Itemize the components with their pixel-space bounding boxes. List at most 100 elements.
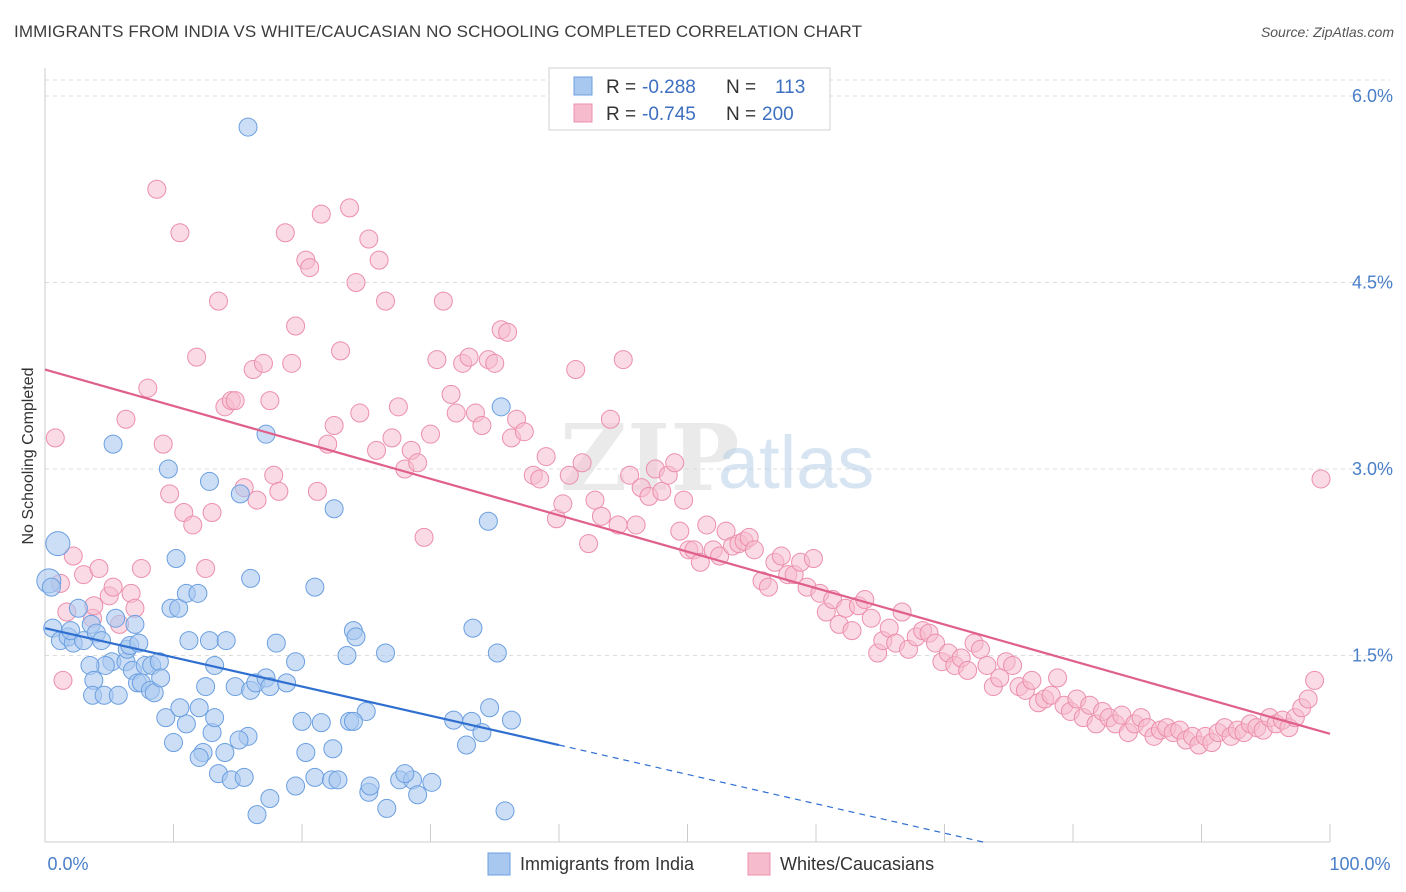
data-point-whites — [613, 350, 633, 370]
data-point-india — [170, 698, 190, 718]
bottom-legend-label-1: Immigrants from India — [520, 854, 695, 874]
data-point-whites — [459, 347, 479, 367]
data-point-india — [487, 643, 507, 663]
data-point-india — [360, 776, 380, 796]
data-point-india — [323, 739, 343, 759]
legend-n-value-1: 113 — [775, 77, 805, 98]
trend-line-whites — [44, 368, 1331, 735]
legend-r-label-1: R = — [606, 77, 636, 98]
data-point-whites — [170, 223, 190, 243]
data-point-whites — [1003, 655, 1023, 675]
data-point-india — [106, 608, 126, 628]
data-point-whites — [990, 668, 1010, 688]
data-point-india — [238, 117, 258, 137]
data-point-whites — [311, 204, 331, 224]
data-point-whites — [307, 481, 327, 501]
data-point-india — [422, 772, 442, 792]
data-point-whites — [369, 250, 389, 270]
data-point-whites — [116, 409, 136, 429]
bottom-legend-swatch-pink — [747, 852, 771, 876]
data-point-whites — [498, 322, 518, 342]
data-point-whites — [697, 515, 717, 535]
data-point-whites — [674, 490, 694, 510]
data-point-whites — [626, 515, 646, 535]
trend-line-india — [44, 627, 560, 747]
data-point-india — [346, 627, 366, 647]
data-point-whites — [579, 534, 599, 554]
data-point-india — [456, 735, 476, 755]
data-point-india — [286, 652, 306, 672]
data-point-india — [230, 484, 250, 504]
data-point-whites — [153, 434, 173, 454]
data-point-india — [156, 708, 176, 728]
data-point-whites — [585, 490, 605, 510]
data-point-whites — [427, 350, 447, 370]
data-point-whites — [485, 353, 505, 373]
data-point-india — [41, 577, 61, 597]
data-point-whites — [559, 465, 579, 485]
data-point-india — [311, 713, 331, 733]
legend: R = -0.288 N = 113 R = -0.745 N = 200 — [548, 67, 831, 131]
data-point-whites — [382, 428, 402, 448]
data-point-whites — [1311, 469, 1331, 489]
data-point-whites — [359, 229, 379, 249]
data-point-whites — [376, 291, 396, 311]
data-point-india — [408, 785, 428, 805]
data-point-india — [286, 776, 306, 796]
data-point-whites — [408, 453, 428, 473]
data-point-whites — [350, 403, 370, 423]
data-point-whites — [45, 428, 65, 448]
data-point-whites — [842, 621, 862, 641]
data-point-whites — [131, 558, 151, 578]
data-point-india — [376, 643, 396, 663]
data-point-whites — [690, 552, 710, 572]
data-point-india — [164, 733, 183, 753]
legend-n-value-2: 200 — [762, 104, 794, 125]
data-point-india — [305, 577, 325, 597]
data-point-india — [125, 614, 145, 634]
data-point-whites — [208, 291, 228, 311]
data-point-whites — [572, 453, 592, 473]
data-point-india — [260, 788, 280, 808]
data-point-whites — [414, 527, 434, 547]
data-point-whites — [446, 403, 466, 423]
trend-lines — [44, 368, 1331, 843]
data-point-india — [480, 698, 500, 718]
data-point-whites — [620, 465, 640, 485]
data-point-india — [151, 668, 171, 688]
data-point-whites — [300, 258, 320, 278]
data-point-whites — [421, 424, 440, 444]
data-point-whites — [340, 198, 360, 218]
data-point-india — [205, 708, 225, 728]
data-point-whites — [187, 347, 207, 367]
data-point-india — [328, 770, 348, 790]
data-point-whites — [744, 540, 764, 560]
data-point-whites — [346, 273, 366, 292]
series-immigrants-from-india — [36, 117, 521, 825]
data-point-india — [305, 767, 325, 787]
y-tick-label: 6.0% — [1352, 86, 1393, 106]
x-tick-labels: 0.0% 100.0% — [47, 854, 1390, 874]
data-point-whites — [264, 465, 284, 485]
data-point-whites — [600, 409, 620, 429]
data-point-india — [234, 767, 254, 787]
data-point-india — [337, 646, 357, 665]
data-point-whites — [861, 608, 881, 628]
trend-line-india-extrapolated — [558, 744, 984, 843]
legend-n-label-1: N = — [726, 77, 756, 98]
data-point-whites — [253, 353, 273, 373]
data-point-whites — [670, 521, 690, 541]
data-point-whites — [433, 291, 453, 311]
y-tick-labels: 1.5% 3.0% 4.5% 6.0% — [1352, 86, 1393, 666]
data-point-whites — [388, 397, 408, 417]
data-point-india — [196, 677, 216, 697]
data-point-india — [166, 549, 186, 569]
data-point-whites — [260, 391, 280, 411]
data-point-whites — [324, 415, 344, 435]
bottom-legend-label-2: Whites/Caucasians — [780, 854, 934, 874]
bottom-legend-swatch-blue — [487, 852, 511, 876]
data-point-whites — [441, 384, 461, 404]
data-point-india — [491, 397, 511, 417]
chart-title: IMMIGRANTS FROM INDIA VS WHITE/CAUCASIAN… — [14, 22, 863, 41]
data-point-india — [179, 631, 199, 651]
